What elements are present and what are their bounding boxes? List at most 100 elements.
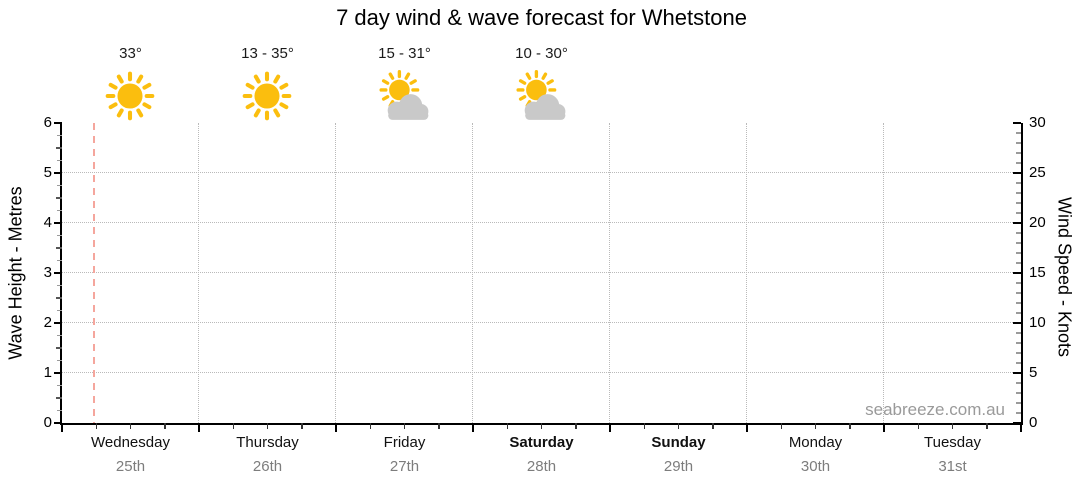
- left-axis-major-tick: [54, 222, 62, 224]
- x-axis-minor-tick: [95, 423, 97, 429]
- left-axis-tick-label: 1: [43, 364, 52, 381]
- left-axis-minor-tick: [56, 197, 62, 199]
- x-axis-minor-tick: [643, 423, 645, 429]
- right-axis-major-tick: [1013, 222, 1021, 224]
- right-axis-minor-tick: [1016, 402, 1021, 404]
- gridline-vertical: [746, 123, 747, 423]
- left-axis-minor-tick: [57, 384, 62, 387]
- right-axis-major-tick: [1013, 122, 1021, 124]
- x-axis-minor-tick: [403, 423, 406, 429]
- left-axis-tick-label: 4: [43, 214, 52, 231]
- gridline-horizontal: [62, 172, 1021, 173]
- right-axis-minor-tick: [1016, 252, 1021, 254]
- x-axis-minor-tick: [164, 423, 166, 429]
- right-axis-tick-label: 0: [1029, 414, 1038, 431]
- forecast-icon: [376, 70, 434, 123]
- current-time-marker: [92, 123, 95, 423]
- gridline-vertical: [198, 123, 199, 423]
- right-axis-minor-tick: [1016, 142, 1021, 144]
- right-axis-tick-label: 30: [1029, 114, 1046, 131]
- right-axis-tick-label: 10: [1029, 314, 1046, 331]
- x-axis-minor-tick: [301, 423, 303, 429]
- chart-title: 7 day wind & wave forecast for Whetstone: [336, 5, 747, 30]
- right-axis-major-tick: [1013, 172, 1021, 174]
- right-axis-minor-tick: [1016, 332, 1021, 334]
- x-axis-major-tick: [472, 423, 474, 432]
- left-axis-minor-tick: [56, 347, 62, 349]
- left-axis-tick-label: 5: [43, 164, 52, 181]
- left-axis-minor-tick: [57, 359, 62, 362]
- right-axis-minor-tick: [1016, 412, 1021, 414]
- left-axis-minor-tick: [57, 309, 62, 312]
- left-axis-tick-label: 3: [43, 264, 52, 281]
- partly-cloudy-icon: [378, 70, 428, 120]
- right-axis-minor-tick: [1016, 232, 1021, 234]
- left-axis-major-tick: [54, 272, 62, 274]
- partly-cloudy-icon: [515, 70, 565, 120]
- left-axis-major-tick: [54, 172, 62, 174]
- left-axis-minor-tick: [57, 284, 62, 287]
- left-axis-minor-tick: [56, 247, 62, 249]
- gridline-horizontal: [62, 222, 1021, 223]
- right-axis-tick-label: 20: [1029, 214, 1046, 231]
- forecast-icon: [513, 70, 571, 123]
- right-axis-minor-tick: [1016, 132, 1021, 134]
- x-axis-minor-tick: [540, 423, 543, 429]
- x-axis-major-tick: [746, 423, 748, 432]
- day-label: Tuesday: [924, 434, 981, 451]
- gridline-horizontal: [62, 272, 1021, 273]
- x-axis-minor-tick: [849, 423, 851, 429]
- right-axis-tick-label: 5: [1029, 364, 1038, 381]
- right-axis-minor-tick: [1016, 342, 1021, 344]
- right-axis-tick-label: 25: [1029, 164, 1046, 181]
- date-label: 25th: [115, 458, 146, 475]
- left-axis-minor-tick: [57, 159, 62, 162]
- x-axis-major-tick: [335, 423, 337, 432]
- right-axis-minor-tick: [1016, 362, 1021, 364]
- left-axis-major-tick: [54, 122, 62, 124]
- left-axis-minor-tick: [57, 409, 62, 412]
- x-axis-minor-tick: [369, 423, 371, 429]
- x-axis-minor-tick: [917, 423, 919, 429]
- x-axis-minor-tick: [266, 423, 269, 429]
- left-axis-tick-label: 0: [43, 414, 52, 431]
- left-axis-minor-tick: [57, 234, 62, 237]
- temp-label: 33°: [119, 45, 142, 62]
- right-axis-major-tick: [1013, 272, 1021, 274]
- x-axis-major-tick: [61, 423, 63, 432]
- x-axis-major-tick: [883, 423, 885, 432]
- left-axis-major-tick: [54, 422, 62, 424]
- day-label: Thursday: [236, 434, 299, 451]
- plot-area: seabreeze.com.au: [60, 123, 1023, 425]
- right-axis-minor-tick: [1016, 312, 1021, 314]
- right-axis-minor-tick: [1016, 352, 1021, 354]
- date-label: 28th: [526, 458, 557, 475]
- day-label: Sunday: [651, 434, 706, 451]
- left-axis-major-tick: [54, 372, 62, 374]
- left-axis-minor-tick: [56, 147, 62, 149]
- right-axis-tick-label: 15: [1029, 264, 1046, 281]
- left-axis-minor-tick: [56, 297, 62, 299]
- right-axis-minor-tick: [1016, 152, 1021, 154]
- x-axis-minor-tick: [951, 423, 954, 429]
- x-axis-minor-tick: [129, 423, 132, 429]
- right-axis-major-tick: [1013, 372, 1021, 374]
- sunny-icon: [242, 71, 291, 121]
- date-label: 26th: [252, 458, 283, 475]
- x-axis-minor-tick: [986, 423, 988, 429]
- gridline-horizontal: [62, 372, 1021, 373]
- right-axis-minor-tick: [1016, 382, 1021, 384]
- right-axis-minor-tick: [1016, 392, 1021, 394]
- x-axis-minor-tick: [712, 423, 714, 429]
- sunny-icon: [105, 71, 154, 121]
- date-label: 29th: [663, 458, 694, 475]
- right-axis-minor-tick: [1016, 162, 1021, 164]
- right-axis-major-tick: [1013, 322, 1021, 324]
- temp-label: 10 - 30°: [515, 45, 568, 62]
- x-axis-minor-tick: [438, 423, 440, 429]
- gridline-vertical: [335, 123, 336, 423]
- x-axis-minor-tick: [677, 423, 680, 429]
- x-axis-minor-tick: [780, 423, 782, 429]
- date-label: 30th: [800, 458, 831, 475]
